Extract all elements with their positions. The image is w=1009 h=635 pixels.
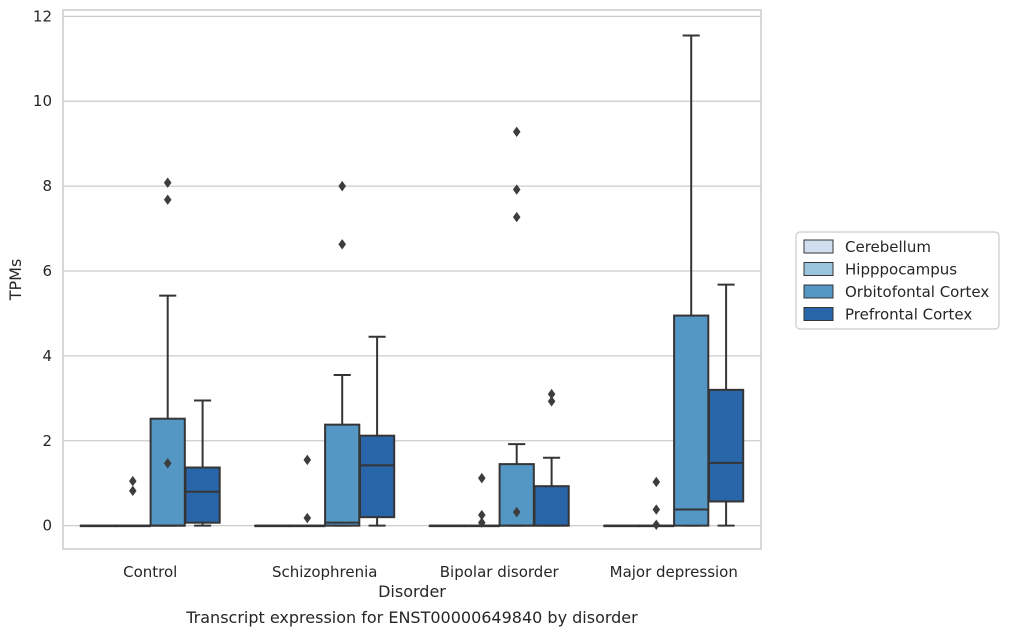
- outlier-point: [478, 517, 486, 528]
- outlier-point: [338, 239, 346, 250]
- x-tick-label: Bipolar disorder: [440, 563, 560, 581]
- outlier-point: [512, 211, 521, 223]
- outlier-point: [512, 126, 521, 138]
- x-tick-labels: Control Schizophrenia Bipolar disorder Majo…: [123, 563, 738, 581]
- box-hipppocampus: [289, 454, 326, 528]
- y-tick-label: 2: [42, 432, 52, 450]
- legend-label: Hipppocampus: [845, 261, 957, 279]
- legend-swatch: [803, 284, 834, 299]
- outlier-point: [129, 475, 137, 487]
- outlier-point: [512, 184, 521, 195]
- box-iqr: [533, 485, 570, 527]
- box-cerebellum: [428, 524, 466, 528]
- outlier-point: [652, 476, 661, 488]
- box-hipppocampus: [114, 475, 151, 528]
- y-axis-label: TPMs: [6, 259, 25, 302]
- box-hipppocampus: [638, 476, 675, 531]
- outlier-point: [129, 485, 137, 497]
- y-tick-label: 8: [42, 177, 52, 195]
- box-prefrontal-cortex: [533, 388, 570, 527]
- box-orbitofontal-cortex: [498, 126, 535, 527]
- box-iqr: [358, 434, 396, 519]
- y-tick-label: 6: [42, 262, 52, 280]
- legend-swatch: [803, 307, 834, 321]
- box-prefrontal-cortex: [184, 399, 221, 527]
- legend-label: Cerebellum: [845, 238, 931, 256]
- box-iqr: [149, 417, 186, 527]
- legend-frame: [795, 231, 1000, 330]
- legend-label: Prefrontal Cortex: [845, 306, 972, 324]
- box-orbitofontal-cortex: [324, 180, 361, 527]
- legend-swatch: [803, 262, 834, 276]
- y-tick-label: 0: [42, 517, 52, 535]
- x-tick-label: Major depression: [610, 563, 738, 581]
- y-tick-label: 12: [33, 7, 52, 25]
- legend: Cerebellum Hipppocampus Orbitofontal Corte…: [795, 231, 1000, 330]
- box-prefrontal-cortex: [358, 335, 396, 527]
- y-tick-label: 4: [42, 347, 52, 365]
- box-orbitofontal-cortex: [149, 177, 186, 527]
- outlier-point: [652, 504, 661, 515]
- box-iqr: [184, 466, 221, 524]
- y-tick-label: 10: [33, 92, 52, 110]
- figure-caption: Transcript expression for ENST0000064984…: [185, 608, 638, 627]
- box-cerebellum: [254, 524, 291, 528]
- outlier-point: [163, 194, 172, 205]
- box-cerebellum: [79, 524, 117, 528]
- outlier-point: [163, 177, 172, 188]
- legend-label: Orbitofontal Cortex: [845, 283, 989, 301]
- box-cerebellum: [603, 524, 640, 528]
- outlier-point: [547, 388, 556, 400]
- y-tick-labels: 0 2 4 6 8 10 12: [33, 7, 52, 534]
- outlier-point: [303, 454, 312, 466]
- x-tick-label: Schizophrenia: [272, 563, 377, 581]
- outlier-point: [478, 509, 486, 521]
- box-orbitofontal-cortex: [673, 34, 710, 527]
- box-iqr: [673, 314, 710, 527]
- box-plots: [79, 34, 745, 531]
- x-tick-label: Control: [123, 563, 177, 581]
- x-axis-label: Disorder: [378, 582, 446, 601]
- outlier-point: [163, 458, 172, 469]
- legend-swatch: [803, 239, 834, 254]
- box-hipppocampus: [463, 472, 500, 528]
- outlier-point: [652, 519, 661, 531]
- outlier-point: [547, 396, 556, 407]
- outlier-point: [338, 180, 346, 192]
- box-iqr: [324, 423, 361, 527]
- plot-frame: [62, 9, 762, 550]
- outlier-point: [478, 472, 486, 484]
- outlier-point: [303, 512, 312, 524]
- box-iqr: [707, 388, 745, 503]
- outlier-point: [512, 506, 521, 518]
- box-prefrontal-cortex: [707, 283, 745, 527]
